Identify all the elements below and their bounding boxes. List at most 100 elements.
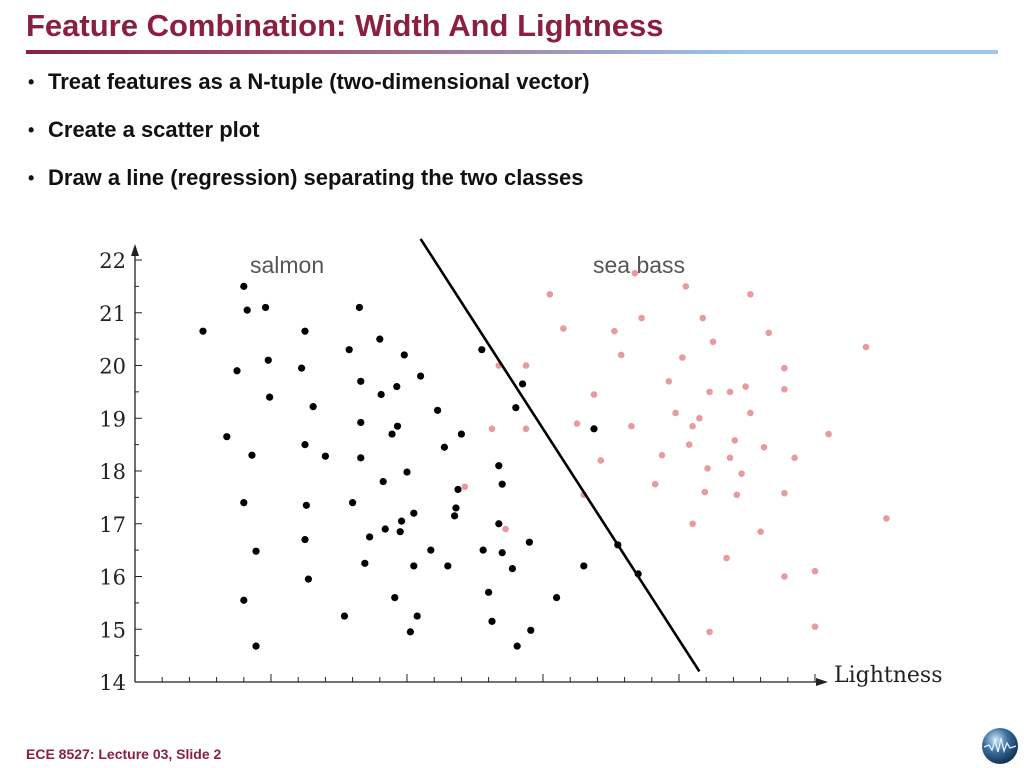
point-salmon bbox=[223, 433, 231, 441]
decision-boundary-group bbox=[419, 238, 701, 673]
point-salmon bbox=[451, 512, 459, 520]
point-salmon bbox=[452, 504, 460, 512]
point-salmon bbox=[400, 351, 408, 359]
point-salmon bbox=[417, 372, 425, 380]
point-salmon bbox=[457, 430, 465, 438]
point-sea-bass bbox=[546, 290, 554, 298]
point-salmon bbox=[355, 303, 363, 312]
point-sea-bass bbox=[825, 430, 832, 438]
y-tick-label: 15 bbox=[99, 618, 126, 642]
point-salmon bbox=[454, 485, 462, 494]
point-sea-bass bbox=[689, 520, 696, 528]
point-salmon bbox=[309, 403, 317, 411]
point-salmon bbox=[240, 282, 248, 290]
point-salmon bbox=[512, 404, 520, 412]
point-sea-bass bbox=[765, 329, 773, 337]
point-sea-bass bbox=[760, 443, 768, 451]
bullet-dot-icon: • bbox=[28, 72, 35, 92]
point-sea-bass bbox=[696, 414, 703, 422]
point-sea-bass bbox=[658, 451, 666, 459]
point-salmon bbox=[508, 564, 516, 573]
point-salmon bbox=[301, 535, 309, 544]
point-sea-bass bbox=[811, 567, 819, 575]
point-salmon bbox=[410, 509, 418, 517]
point-sea-bass bbox=[628, 422, 635, 430]
bullet-dot-icon: • bbox=[28, 120, 35, 140]
point-salmon bbox=[248, 451, 256, 459]
point-sea-bass bbox=[742, 383, 749, 390]
point-sea-bass bbox=[560, 325, 567, 332]
point-sea-bass bbox=[522, 362, 530, 369]
point-salmon bbox=[345, 346, 353, 354]
point-sea-bass bbox=[651, 480, 659, 488]
point-sea-bass bbox=[704, 465, 711, 472]
point-sea-bass bbox=[611, 327, 618, 335]
bullet-text: Draw a line (regression) separating the … bbox=[48, 165, 584, 190]
point-salmon bbox=[240, 596, 248, 604]
point-salmon bbox=[495, 462, 503, 470]
point-salmon bbox=[298, 364, 306, 372]
point-sea-bass bbox=[791, 454, 798, 462]
point-salmon bbox=[377, 390, 385, 399]
bullet-text: Treat features as a N-tuple (two-dimensi… bbox=[48, 69, 590, 94]
point-salmon bbox=[444, 562, 452, 570]
point-salmon bbox=[519, 380, 527, 388]
point-salmon bbox=[357, 454, 365, 462]
bullet-item: • Draw a line (regression) separating the… bbox=[28, 164, 590, 212]
point-sea-bass bbox=[757, 528, 764, 535]
y-axis-arrow bbox=[131, 244, 139, 256]
point-sea-bass bbox=[689, 422, 696, 430]
point-salmon bbox=[495, 520, 503, 528]
point-sea-bass bbox=[726, 454, 734, 462]
x-axis-arrow bbox=[816, 678, 828, 686]
decision-boundary bbox=[419, 238, 701, 673]
point-salmon bbox=[302, 501, 310, 509]
point-salmon bbox=[590, 425, 598, 433]
y-tick-label: 21 bbox=[99, 302, 126, 326]
point-salmon bbox=[381, 525, 389, 533]
point-salmon bbox=[366, 533, 374, 541]
bullet-list: • Treat features as a N-tuple (two-dimens… bbox=[28, 68, 590, 212]
point-salmon bbox=[527, 626, 535, 634]
bullet-item: • Treat features as a N-tuple (two-dimens… bbox=[28, 68, 590, 116]
point-salmon bbox=[321, 452, 329, 460]
bullet-item: • Create a scatter plot bbox=[28, 116, 590, 164]
point-sea-bass bbox=[573, 420, 581, 427]
point-sea-bass bbox=[597, 457, 605, 464]
point-salmon bbox=[376, 335, 384, 343]
scatter-plot: 14 15 16 17 18 19 20 21 22 salmon sea bass Light… bbox=[99, 238, 943, 695]
point-salmon bbox=[478, 346, 486, 354]
bullet-text: Create a scatter plot bbox=[48, 117, 260, 142]
point-sea-bass bbox=[706, 628, 713, 636]
point-sea-bass bbox=[747, 290, 754, 298]
point-sea-bass bbox=[638, 314, 645, 322]
point-salmon bbox=[498, 480, 506, 488]
point-salmon bbox=[252, 547, 260, 555]
y-tick-label: 16 bbox=[99, 566, 126, 590]
globe-icon bbox=[982, 728, 1018, 764]
point-salmon bbox=[240, 499, 248, 507]
point-sea-bass bbox=[781, 364, 788, 372]
point-salmon bbox=[427, 546, 435, 554]
point-salmon bbox=[485, 588, 493, 596]
point-salmon bbox=[410, 562, 418, 570]
y-tick-label: 17 bbox=[99, 513, 126, 537]
point-sea-bass bbox=[731, 437, 739, 444]
point-sea-bass bbox=[488, 425, 496, 433]
x-axis-label: Lightness bbox=[834, 663, 943, 688]
title-underline bbox=[26, 50, 998, 54]
point-sea-bass bbox=[709, 338, 717, 346]
series-label-sea-bass: sea bass bbox=[593, 252, 685, 278]
point-salmon bbox=[388, 430, 396, 438]
point-salmon bbox=[403, 468, 411, 476]
point-sea-bass bbox=[679, 354, 686, 361]
point-salmon bbox=[357, 418, 365, 427]
point-sea-bass bbox=[699, 314, 707, 322]
point-salmon bbox=[396, 528, 404, 536]
point-salmon bbox=[393, 422, 402, 430]
point-salmon bbox=[261, 303, 270, 312]
point-salmon bbox=[513, 642, 521, 650]
point-salmon bbox=[580, 562, 588, 570]
point-sea-bass bbox=[726, 388, 734, 396]
point-sea-bass bbox=[685, 441, 693, 448]
